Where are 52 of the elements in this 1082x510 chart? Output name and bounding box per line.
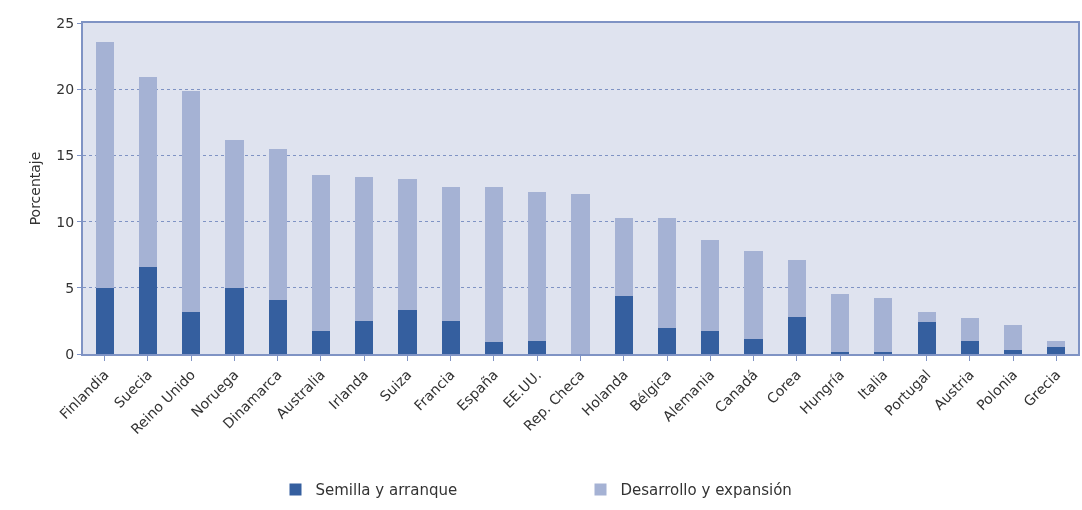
bar [614,217,633,296]
bar [138,266,157,354]
y-tick-label: 0 [65,345,75,362]
y-tick-label: 10 [56,213,75,230]
bar [182,90,201,312]
bar [787,316,806,354]
bar [182,311,201,354]
bar [398,310,417,354]
y-tick-label: 5 [65,279,75,296]
bar [701,240,720,332]
bar [95,287,114,354]
y-tick-label: 25 [56,14,75,31]
bar [1004,350,1023,354]
bar [744,339,763,354]
bar [441,320,460,354]
bar [268,299,287,354]
bar [95,41,114,288]
bar [311,331,331,354]
bar [441,187,460,321]
bar [1047,340,1066,348]
bar [874,298,893,353]
bar [225,287,244,354]
bar [960,318,979,341]
bar [138,77,157,267]
bar [787,260,806,317]
bar [571,193,590,354]
bar [960,340,979,354]
bar [225,139,244,288]
bar [830,294,850,353]
legend-label: Desarrollo y expansión [620,481,792,500]
bar [744,250,763,340]
bar [355,176,374,321]
bar [657,217,677,328]
bar [484,187,504,343]
bar [1004,324,1023,351]
y-tick-label: 15 [56,147,75,164]
bar [1047,347,1066,354]
y-tick-label: 20 [56,81,75,98]
bar [917,322,936,354]
bar [484,342,504,354]
bar [657,327,677,354]
legend-label: Semilla y arranque [315,481,458,500]
bar [398,179,417,311]
bar [268,148,287,300]
bar [701,331,720,354]
bar [528,340,547,354]
bar [311,175,331,332]
bar [917,311,936,323]
bar [614,295,633,354]
bar [355,320,374,354]
bar [528,192,547,341]
y-axis-title: Porcentaje [27,151,44,226]
